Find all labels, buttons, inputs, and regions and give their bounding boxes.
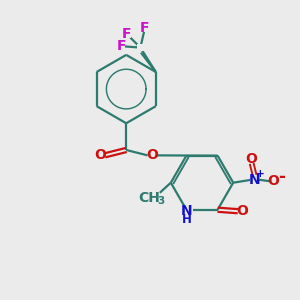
FancyBboxPatch shape: [137, 44, 144, 51]
FancyBboxPatch shape: [238, 207, 247, 215]
Text: O: O: [236, 204, 248, 218]
FancyBboxPatch shape: [247, 155, 256, 163]
Text: N: N: [249, 173, 260, 187]
FancyBboxPatch shape: [123, 31, 131, 38]
Text: F: F: [122, 27, 132, 41]
Text: O: O: [146, 148, 158, 162]
FancyBboxPatch shape: [180, 208, 193, 223]
FancyBboxPatch shape: [117, 42, 125, 50]
Text: H: H: [182, 213, 191, 226]
Text: CH: CH: [139, 191, 160, 205]
FancyBboxPatch shape: [269, 177, 277, 185]
Text: O: O: [267, 174, 279, 188]
Text: 3: 3: [157, 196, 164, 206]
Text: N: N: [181, 204, 192, 218]
Text: +: +: [256, 169, 265, 179]
FancyBboxPatch shape: [143, 194, 162, 203]
FancyBboxPatch shape: [141, 25, 149, 32]
FancyBboxPatch shape: [250, 176, 259, 184]
FancyBboxPatch shape: [96, 151, 105, 160]
Text: F: F: [140, 21, 150, 35]
FancyBboxPatch shape: [148, 151, 157, 160]
Text: O: O: [246, 152, 258, 166]
Text: F: F: [116, 39, 126, 53]
Text: O: O: [94, 148, 106, 162]
Text: -: -: [278, 168, 285, 186]
